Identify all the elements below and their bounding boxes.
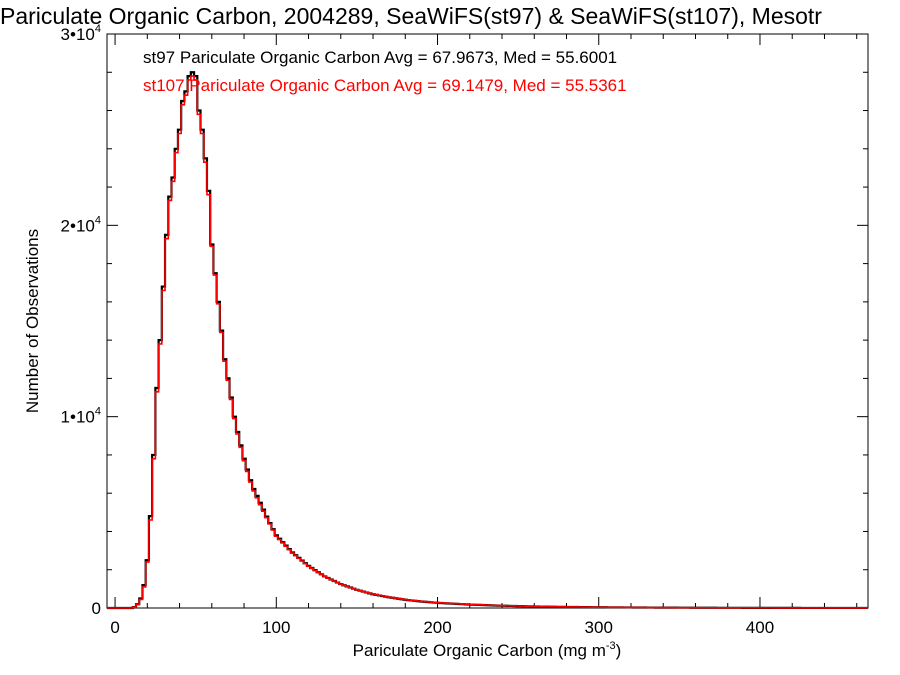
x-tick-label: 200: [423, 618, 451, 637]
plot-frame: [106, 33, 869, 609]
series-st107-line: [107, 75, 868, 609]
x-axis-label: Pariculate Organic Carbon (mg m-3): [353, 640, 622, 660]
x-tick-label: 100: [262, 618, 290, 637]
annotation-st107: st107 Pariculate Organic Carbon Avg = 69…: [143, 76, 627, 95]
axis-ticks: [107, 33, 868, 609]
y-tick-label: 1•104: [61, 406, 101, 427]
x-tick-label: 400: [746, 618, 774, 637]
annotation-st97: st97 Pariculate Organic Carbon Avg = 67.…: [143, 48, 617, 67]
y-tick-labels: 0 1•104 2•104 3•104: [61, 23, 101, 618]
x-tick-labels: 0 100 200 300 400: [110, 618, 774, 637]
y-tick-label: 0: [92, 599, 101, 618]
chart-title: Pariculate Organic Carbon, 2004289, SeaW…: [0, 3, 822, 29]
x-tick-label: 0: [110, 618, 119, 637]
y-axis-label: Number of Observations: [23, 229, 42, 413]
x-tick-label: 300: [585, 618, 613, 637]
y-tick-label: 2•104: [61, 214, 101, 235]
y-tick-label: 3•104: [61, 23, 101, 44]
series-layer: [107, 71, 868, 610]
series-st97-line: [107, 71, 868, 610]
